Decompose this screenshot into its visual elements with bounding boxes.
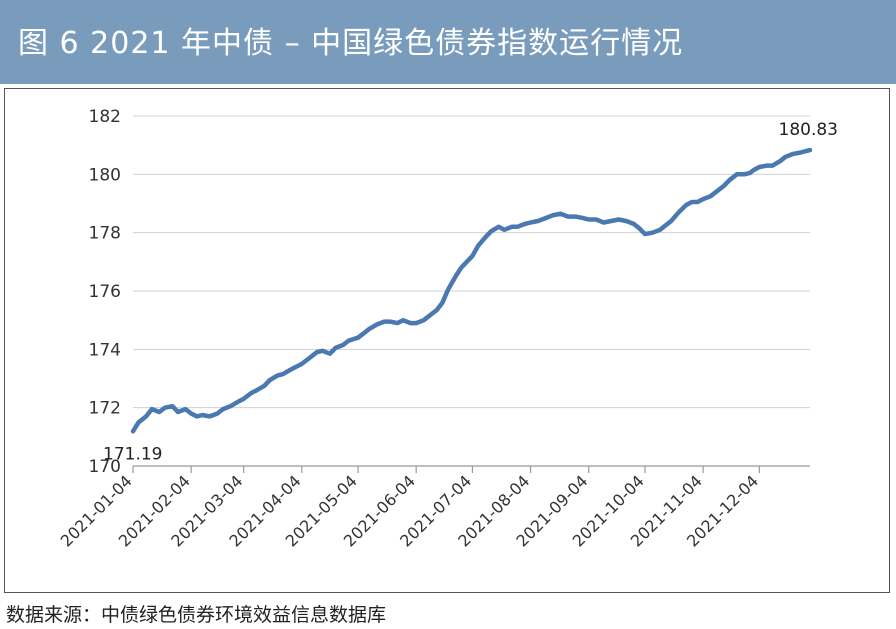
chart-frame: 170 172 174 176 178 180 182 2021-01-04 2021-02-… — [4, 88, 890, 593]
annotation-end-value: 180.83 — [779, 120, 838, 140]
y-tick-label-170: 170 — [89, 457, 121, 477]
line-chart: 170 172 174 176 178 180 182 2021-01-042021-02-… — [57, 107, 838, 551]
y-tick-label-178: 178 — [89, 224, 121, 244]
x-axis: 2021-01-042021-02-042021-03-042021-04-04… — [57, 465, 810, 551]
y-tick-label-174: 174 — [89, 340, 121, 360]
source-note: 数据来源：中债绿色债券环境效益信息数据库 — [6, 604, 387, 626]
figure-title: 图 6 2021 年中债 – 中国绿色债券指数运行情况 — [18, 26, 684, 61]
y-axis: 170 172 174 176 178 180 182 — [89, 107, 121, 477]
gridlines — [133, 115, 810, 467]
y-tick-label-180: 180 — [89, 165, 121, 185]
series-layer — [130, 147, 813, 434]
series-line-0 — [130, 147, 813, 434]
y-tick-label-172: 172 — [89, 399, 121, 419]
annotations: 171.19 180.83 — [103, 120, 838, 464]
y-tick-label-182: 182 — [89, 107, 121, 127]
annotation-start-value: 171.19 — [103, 444, 162, 464]
figure-title-bar: 图 6 2021 年中债 – 中国绿色债券指数运行情况 — [0, 0, 896, 84]
y-tick-label-176: 176 — [89, 282, 121, 302]
